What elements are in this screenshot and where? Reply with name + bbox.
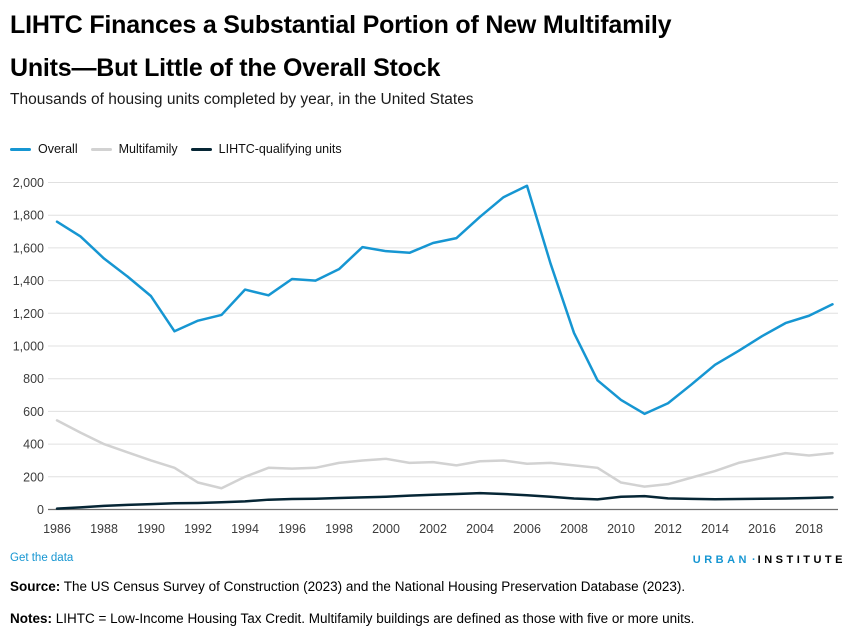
x-tick-label: 1992 [184,522,212,536]
x-tick-label: 1990 [137,522,165,536]
legend-item-overall: Overall [10,142,78,156]
y-tick-label: 1,800 [13,209,44,223]
x-tick-label: 2006 [513,522,541,536]
legend-label: Multifamily [118,142,178,156]
x-tick-label: 1998 [325,522,353,536]
chart-legend: Overall Multifamily LIHTC-qualifying units [10,142,342,156]
line-chart: 0 200 400 600 800 1,000 1,200 1,400 1,600 1,800 2,… [13,176,838,536]
x-tick-label: 2000 [372,522,400,536]
y-tick-label: 1,600 [13,241,44,255]
x-tick-label: 1986 [43,522,71,536]
x-tick-label: 2008 [560,522,588,536]
legend-item-lihtc-qualifying-units: LIHTC-qualifying units [190,142,342,156]
y-tick-label: 800 [23,372,44,386]
page-title: LIHTC Finances a Substantial Portion of … [10,4,840,90]
chart-subtitle: Thousands of housing units completed by … [10,91,474,108]
x-tick-label: 2018 [795,522,823,536]
y-tick-label: 1,400 [13,274,44,288]
logo-urban-text: URBAN [692,554,750,566]
logo-separator-dot: · [751,554,756,566]
series-line-multifamily [55,419,834,490]
series-line-overall [55,184,834,416]
x-tick-label: 2002 [419,522,447,536]
y-tick-label: 200 [23,470,44,484]
x-tick-label: 2016 [748,522,776,536]
y-tick-label: 1,200 [13,307,44,321]
x-tick-label: 1996 [278,522,306,536]
notes-text: Notes: LIHTC = Low-Income Housing Tax Cr… [10,611,695,626]
y-tick-label: 600 [23,405,44,419]
notes-label: Notes: [10,611,53,626]
x-tick-label: 1994 [231,522,259,536]
page-title-line1: LIHTC Finances a Substantial Portion of … [10,11,672,39]
x-tick-label: 2012 [654,522,682,536]
legend-label: Overall [38,142,78,156]
y-tick-label: 0 [37,503,44,517]
legend-swatch [90,147,112,151]
legend-swatch [10,147,31,151]
legend-label: LIHTC-qualifying units [218,142,342,156]
x-tick-label: 1988 [90,522,118,536]
y-tick-label: 1,000 [13,340,44,354]
page-title-line2: Units—But Little of the Overall Stock [10,54,441,82]
series-line-lihtc-qualifying-units [55,491,834,510]
x-tick-label: 2014 [701,522,729,536]
legend-item-multifamily: Multifamily [90,142,178,156]
logo-institute-text: INSTITUTE [757,554,846,566]
legend-swatch [190,147,212,151]
get-the-data-link[interactable]: Get the data [10,552,74,564]
y-tick-label: 2,000 [13,176,44,190]
y-tick-label: 400 [23,438,44,452]
x-tick-label: 2010 [607,522,635,536]
urban-institute-logo: URBAN · INSTITUTE [693,554,846,566]
source-label: Source: [10,579,61,594]
x-tick-label: 2004 [466,522,494,536]
source-text: Source: The US Census Survey of Construc… [10,579,686,594]
